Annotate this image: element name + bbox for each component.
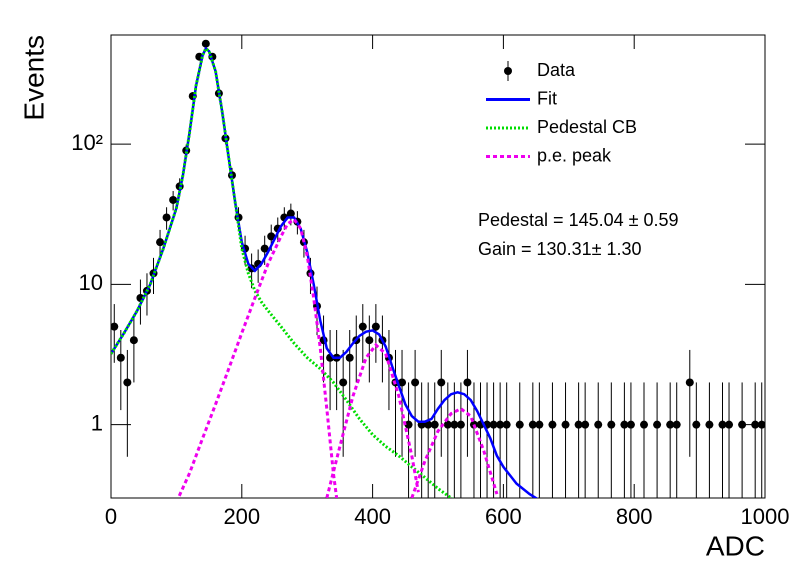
data-point	[398, 378, 407, 387]
x-tick-label: 200	[223, 504, 260, 529]
data-point	[162, 213, 171, 222]
data-point	[672, 420, 681, 429]
data-point	[496, 420, 505, 429]
data-point	[116, 353, 125, 362]
data-point	[365, 336, 374, 345]
data-point	[561, 420, 570, 429]
y-tick-label: 10	[79, 270, 103, 295]
data-point	[450, 420, 459, 429]
y-tick-label: 1	[91, 410, 103, 435]
data-point	[640, 420, 649, 429]
data-point	[502, 420, 511, 429]
data-point	[725, 420, 734, 429]
data-point	[345, 353, 354, 362]
data-point	[169, 195, 178, 204]
x-tick-label: 600	[485, 504, 522, 529]
y-axis-title: Events	[18, 35, 49, 121]
y-tick-label: 10²	[71, 130, 103, 155]
x-axis-title: ADC	[706, 530, 765, 561]
data-point	[111, 322, 119, 331]
data-point	[201, 39, 210, 48]
data-point	[286, 209, 295, 218]
data-point	[528, 420, 537, 429]
data-point	[574, 420, 583, 429]
data-point	[443, 420, 452, 429]
plot-frame	[110, 34, 766, 499]
data-point	[339, 378, 348, 387]
annotation: Gain = 130.31± 1.30	[478, 239, 642, 259]
data-point	[411, 378, 420, 387]
data-point	[535, 420, 544, 429]
data-point	[705, 420, 714, 429]
data-point	[437, 378, 446, 387]
x-tick-label: 0	[105, 504, 117, 529]
data-point	[548, 420, 557, 429]
annotation: Pedestal = 145.04 ± 0.59	[478, 210, 679, 230]
data-point	[738, 420, 747, 429]
data-point	[594, 420, 603, 429]
data-point	[463, 378, 472, 387]
data-point	[129, 336, 138, 345]
fit-curve	[111, 46, 454, 498]
data-point	[358, 322, 367, 331]
data-point	[156, 238, 165, 247]
data-point	[404, 420, 413, 429]
data-point	[620, 420, 629, 429]
data-point	[653, 420, 662, 429]
data-point	[489, 420, 498, 429]
data-point	[371, 322, 380, 331]
legend-label: Fit	[537, 88, 557, 108]
data-point	[607, 420, 616, 429]
x-tick-label: 1000	[741, 504, 790, 529]
data-point	[685, 378, 694, 387]
data-point	[515, 420, 524, 429]
data-point	[267, 232, 276, 241]
data-point	[424, 420, 433, 429]
x-tick-label: 800	[616, 504, 653, 529]
data-point	[123, 378, 132, 387]
data-point	[430, 420, 439, 429]
fit-curve	[176, 217, 499, 498]
data-point	[718, 420, 727, 429]
x-tick-label: 400	[354, 504, 391, 529]
data-point	[626, 420, 635, 429]
data-point	[692, 420, 701, 429]
legend-label: Pedestal CB	[537, 117, 637, 137]
legend-symbol	[504, 67, 512, 75]
plot-area	[111, 39, 765, 498]
data-point	[581, 420, 590, 429]
legend-label: Data	[537, 60, 576, 80]
data-point	[666, 420, 675, 429]
data-point	[260, 244, 269, 253]
data-point	[456, 420, 465, 429]
legend-label: p.e. peak	[537, 145, 612, 165]
